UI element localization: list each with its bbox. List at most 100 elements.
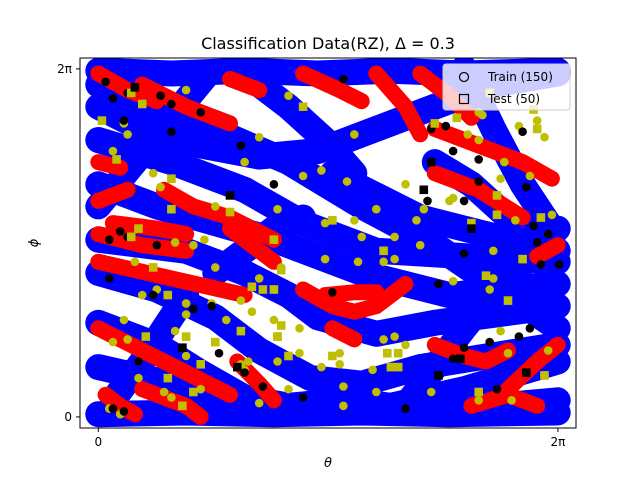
train-point-class_2-38 [108, 404, 118, 413]
test-point-class_1-39 [258, 285, 268, 294]
train-point-class_2-12 [115, 227, 125, 236]
test-point-class_2-2 [467, 224, 476, 233]
red-region-band-8 [97, 386, 143, 423]
red-region-band-23 [295, 65, 370, 110]
train-point-class_1-68 [320, 254, 330, 264]
train-point-class_1-93 [390, 332, 399, 341]
y-tick-label-0: 0 [64, 410, 72, 424]
test-point-class_1-10 [225, 207, 235, 217]
train-point-class_1-47 [339, 382, 348, 391]
train-point-class_2-22 [434, 279, 443, 289]
train-point-class_2-14 [105, 274, 114, 283]
legend-test-label: Test (50) [487, 92, 540, 106]
train-point-class_1-55 [148, 168, 158, 178]
train-point-class_2-40 [105, 235, 114, 244]
test-point-class_1-7 [196, 360, 205, 369]
train-point-class_1-84 [500, 157, 509, 167]
train-point-class_1-87 [134, 373, 143, 383]
train-point-class_1-81 [372, 204, 381, 214]
train-point-class_1-14 [317, 362, 326, 372]
test-point-class_1-30 [532, 124, 542, 134]
red-region-band-2 [156, 181, 282, 248]
train-point-class_1-33 [240, 157, 249, 167]
test-point-class_2-3 [456, 354, 465, 364]
train-point-class_2-10 [474, 177, 484, 186]
test-point-class_2-4 [426, 157, 436, 167]
train-point-class_1-69 [335, 348, 345, 358]
train-point-class_1-32 [181, 310, 191, 319]
train-point-class_2-16 [189, 304, 198, 314]
test-point-class_1-3 [126, 232, 136, 242]
train-point-class_1-59 [357, 232, 367, 242]
train-point-class_1-74 [108, 337, 118, 347]
test-point-class_1-12 [247, 282, 257, 292]
train-point-class_1-40 [543, 346, 553, 355]
train-point-class_1-88 [181, 299, 191, 308]
test-point-class_1-43 [492, 210, 502, 220]
train-point-class_2-23 [474, 155, 484, 164]
test-point-class_1-4 [148, 263, 158, 272]
test-point-class_1-32 [474, 387, 483, 397]
train-point-class_2-9 [448, 146, 458, 156]
blue-region-band-3 [85, 226, 571, 347]
train-point-class_1-24 [130, 257, 140, 267]
red-region-band-21 [104, 215, 195, 243]
test-point-class_1-27 [452, 113, 462, 123]
test-point-class_1-48 [273, 332, 282, 341]
train-point-class_1-45 [211, 202, 220, 211]
x-tick-label-1: 2π [551, 435, 566, 449]
train-point-class_1-4 [284, 384, 293, 394]
train-point-class_1-28 [295, 324, 304, 333]
red-region-band-16 [426, 165, 531, 226]
test-points [97, 83, 549, 411]
blue-region-band-11 [85, 60, 221, 220]
train-point-class_1-1 [137, 290, 147, 300]
test-point-class_1-8 [211, 337, 220, 347]
train-point-class_2-47 [269, 180, 279, 189]
train-point-class_1-52 [485, 285, 495, 294]
test-point-class_2-5 [130, 83, 140, 92]
test-point-class_2-7 [178, 343, 187, 352]
y-axis-ticks: 0 2π [57, 62, 80, 424]
train-point-class_2-42 [167, 127, 176, 136]
train-point-class_2-41 [152, 240, 162, 250]
red-region-band-24 [529, 237, 566, 265]
train-point-class_2-21 [328, 288, 337, 297]
train-point-class_2-0 [101, 77, 110, 87]
train-point-class_1-96 [123, 130, 132, 139]
legend-box [442, 63, 571, 111]
train-point-class_1-39 [532, 116, 542, 125]
test-point-class_1-23 [386, 362, 396, 372]
train-point-class_2-26 [522, 182, 531, 192]
train-point-class_1-80 [350, 216, 359, 225]
train-point-class_1-95 [489, 246, 498, 256]
train-point-class_1-42 [156, 182, 165, 192]
test-point-class_2-6 [522, 368, 531, 377]
train-point-class_1-51 [511, 216, 520, 225]
train-point-class_1-35 [320, 218, 330, 228]
red-region-band-15 [426, 120, 560, 187]
train-point-class_1-5 [335, 360, 345, 369]
blue-region-band-8 [319, 160, 571, 264]
test-point-class_1-2 [112, 155, 121, 164]
train-point-class_2-11 [459, 196, 469, 206]
train-point-class_1-30 [123, 335, 132, 344]
train-point-class_1-2 [181, 351, 191, 361]
train-point-class_2-17 [214, 348, 224, 358]
test-point-class_1-36 [137, 99, 147, 109]
train-point-class_2-32 [514, 332, 524, 341]
train-point-class_1-50 [525, 171, 535, 181]
red-region-band-6 [90, 320, 238, 403]
plot-frame [79, 57, 577, 429]
train-point-class_1-22 [474, 396, 484, 405]
test-point-class_1-22 [328, 351, 337, 361]
train-point-class_2-6 [339, 74, 348, 84]
train-point-class_1-20 [463, 130, 473, 139]
y-tick-label-1: 2π [57, 62, 72, 76]
train-point-class_1-44 [189, 240, 198, 250]
train-point-class_2-44 [459, 249, 469, 258]
train-point-class_2-18 [240, 368, 249, 377]
red-region-band-1 [134, 76, 238, 132]
test-point-class_1-18 [298, 102, 308, 111]
train-point-class_2-33 [525, 324, 535, 333]
